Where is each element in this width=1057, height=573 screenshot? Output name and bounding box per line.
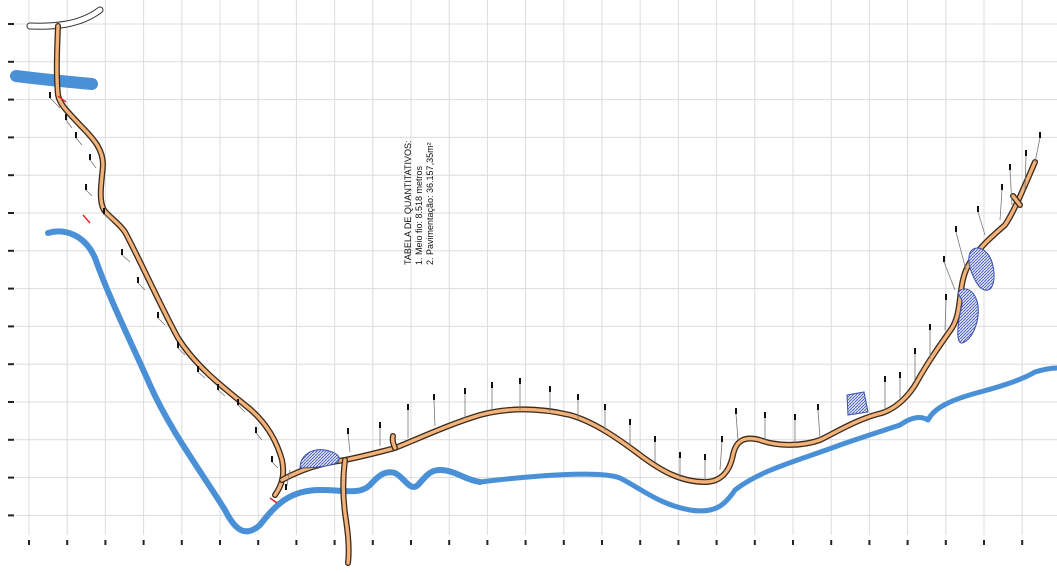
grid (15, 0, 1057, 535)
station-leader-line (433, 399, 436, 427)
station-label-mark (1009, 164, 1011, 170)
station-label-mark (817, 404, 819, 410)
station-label-mark (519, 378, 521, 384)
station-leader-line (943, 261, 956, 291)
station-label-mark (177, 342, 179, 348)
station-label-mark (704, 454, 706, 460)
station-leader-line (89, 159, 97, 169)
station-label-mark (433, 394, 435, 400)
axis-ticks (8, 23, 1024, 545)
station-label-mark (157, 312, 159, 318)
station-label-mark (103, 208, 105, 214)
station-label-mark (679, 452, 681, 458)
retention-ponds (299, 247, 995, 469)
station-label-mark (197, 366, 199, 372)
station-label-mark (914, 348, 916, 354)
station-label-mark (49, 92, 51, 98)
station-leader-line (347, 433, 351, 453)
station-labels (49, 92, 1041, 491)
river-west-branch (45, 228, 483, 535)
station-label-mark (577, 394, 579, 400)
station-leader-line (217, 389, 226, 397)
station-leader-line (49, 97, 61, 109)
station-leader-line (85, 189, 93, 197)
station-label-mark (764, 412, 766, 418)
station-label-mark (735, 408, 737, 414)
station-label-mark (121, 249, 123, 255)
station-leader-line (255, 432, 263, 441)
table-item-2: 2. Pavimentação: 36.157,35m² (425, 142, 435, 265)
station-label-mark (721, 436, 723, 442)
pond-west (299, 449, 340, 469)
station-label-mark (943, 256, 945, 262)
station-leader-line (977, 211, 986, 236)
station-label-mark (89, 154, 91, 160)
station-label-mark (137, 277, 139, 283)
station-label-mark (794, 414, 796, 420)
quantities-table: TABELA DE QUANTITATIVOS: 1. Meio fio: 8.… (403, 140, 435, 265)
station-label-mark (945, 294, 947, 300)
station-label-mark (604, 404, 606, 410)
station-leader-line (121, 254, 131, 263)
pond-east-1 (846, 391, 869, 416)
station-label-mark (1025, 150, 1027, 156)
station-leader-line (157, 317, 166, 326)
station-label-mark (977, 206, 979, 212)
river-north-strip (10, 70, 98, 90)
station-label-mark (285, 484, 287, 490)
station-label-mark (271, 456, 273, 462)
station-leader-line (735, 413, 739, 441)
station-label-mark (217, 384, 219, 390)
station-label-mark (85, 184, 87, 190)
station-label-mark (654, 436, 656, 442)
station-leader-line (999, 189, 1003, 221)
station-label-mark (1039, 132, 1041, 138)
station-label-mark (379, 422, 381, 428)
station-leader-line (944, 299, 947, 331)
table-item-1: 1. Meio fio: 8.518 metros (414, 165, 424, 265)
station-label-mark (549, 386, 551, 392)
station-leader-line (137, 282, 146, 291)
station-label-mark (929, 324, 931, 330)
station-leader-line (271, 461, 279, 469)
station-label-mark (884, 376, 886, 382)
station-leader-line (1034, 137, 1041, 163)
station-leader-line (177, 347, 186, 356)
station-label-mark (237, 399, 239, 405)
station-leader-line (237, 404, 246, 413)
station-leader-line (65, 119, 73, 129)
station-label-mark (491, 382, 493, 388)
station-leader-line (75, 137, 83, 146)
river (10, 70, 1057, 535)
station-label-mark (899, 372, 901, 378)
station-leader-line (103, 213, 113, 223)
station-label-mark (347, 428, 349, 434)
station-label-mark (75, 132, 77, 138)
station-label-mark (65, 114, 67, 120)
station-label-mark (255, 427, 257, 433)
road-network (26, 6, 1038, 566)
station-label-mark (407, 404, 409, 410)
pond-east-2 (957, 288, 979, 344)
red-markers (57, 95, 278, 504)
station-leader-line (719, 441, 723, 471)
station-label-mark (464, 388, 466, 394)
station-leader-line (1024, 155, 1027, 191)
station-leader-line (955, 231, 967, 271)
station-leader-line (1009, 169, 1013, 206)
station-leader-line (817, 409, 821, 439)
table-title: TABELA DE QUANTITATIVOS: (403, 140, 413, 265)
station-leader-line (197, 371, 206, 379)
river-main (477, 365, 1057, 514)
station-label-mark (955, 226, 957, 232)
station-label-mark (629, 419, 631, 425)
station-label-mark (1001, 184, 1003, 190)
pond-east-3 (968, 247, 995, 291)
